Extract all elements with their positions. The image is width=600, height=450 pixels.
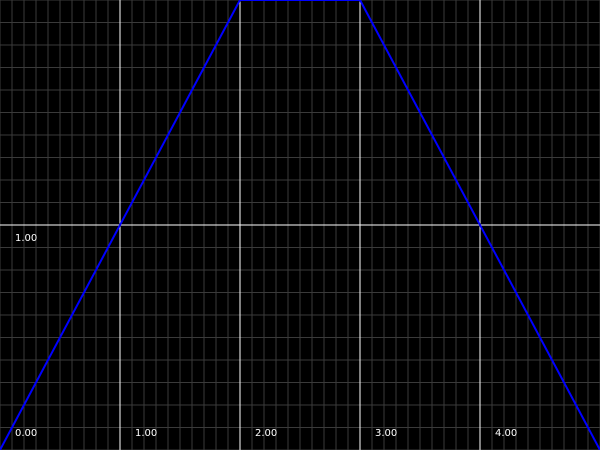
x-tick-label-3: 3.00 [375, 428, 397, 439]
x-tick-label-4: 4.00 [495, 428, 517, 439]
y-tick-label-0: 1.00 [15, 233, 37, 244]
x-tick-label-1: 1.00 [135, 428, 157, 439]
x-tick-label-0: 0.00 [15, 428, 37, 439]
x-tick-label-2: 2.00 [255, 428, 277, 439]
tick-labels: 0.00 1.00 2.00 3.00 4.00 1.00 [15, 233, 517, 439]
